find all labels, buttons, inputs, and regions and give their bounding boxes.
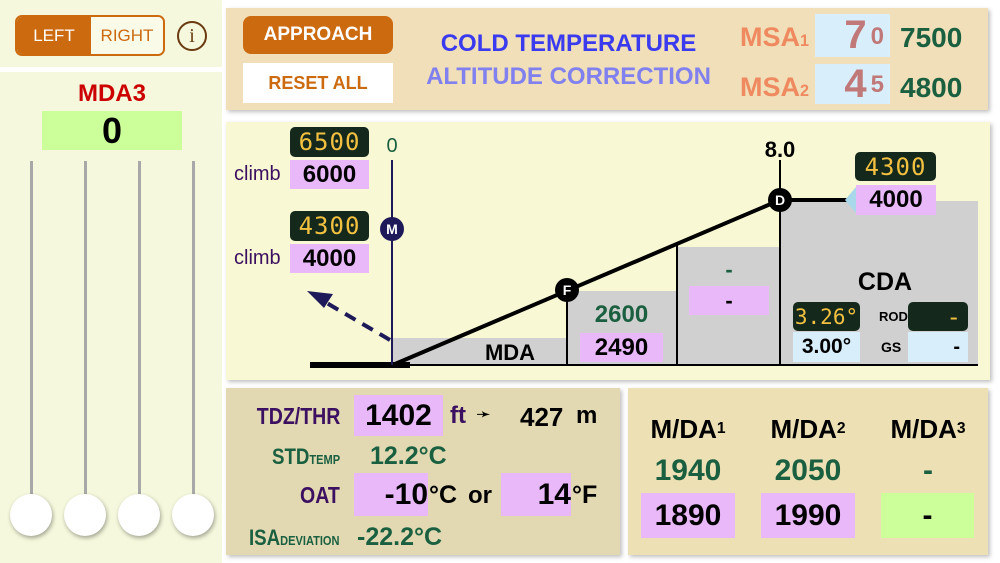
m-value: 427 [520,402,564,432]
msa1-value: 7500 [900,22,963,53]
mda1-corrected: 1940 [654,454,722,487]
ft-unit: ft [450,402,466,429]
deg-c-unit: °C [429,481,458,509]
tdz-label: TDZ/THR [256,403,340,429]
oat-label: OAT [300,482,340,508]
d-distance: 8.0 [764,137,796,162]
arrow-icon: ➛ [476,404,492,424]
rod-value: - [908,302,968,331]
msa2-label: MSA2 [740,72,810,102]
approach-button[interactable]: APPROACH [243,16,393,54]
mda2-input[interactable]: 1990 [761,493,855,538]
m-distance: 0 [386,134,398,157]
slider-knob[interactable] [172,494,214,536]
climb1-corrected: 6500 [290,127,369,157]
f-marker: F [555,278,579,302]
tdz-input[interactable]: 1402 [354,395,443,436]
mda3-input[interactable]: - [881,493,974,538]
seg-f-corrected: 2600 [594,301,649,328]
mda1-header: M/DA 1 [650,413,726,444]
fix-corrected: 4300 [855,152,936,181]
side-toggle: LEFT RIGHT [15,15,165,56]
side-panel: LEFT RIGHT i MDA3 0 [0,0,222,563]
mda3-header: M/DA 3 [890,413,966,444]
toggle-right[interactable]: RIGHT [91,17,163,54]
slider-track [192,161,195,496]
climb1-value[interactable]: 6000 [290,160,369,189]
std-label: STDTEMP [271,444,340,469]
climb2-label: climb [234,247,281,269]
climb1-label: climb [234,163,281,185]
climb2-value[interactable]: 4000 [290,244,369,273]
mda2-header: M/DA 2 [770,413,846,444]
oat-c-input[interactable]: -10 [354,473,428,516]
mda1-input[interactable]: 1890 [641,493,735,538]
m-marker: M [380,217,404,241]
mda-label: MDA [484,340,536,365]
slider-track [84,161,87,496]
title-line2: ALTITUDE CORRECTION [426,63,711,90]
slider-knob[interactable] [10,494,52,536]
gs-value[interactable]: - [908,332,968,362]
rod-label: ROD [879,309,908,324]
mda3-label: MDA3 [77,80,146,107]
mda3-value: 0 [42,110,182,151]
slider-knob[interactable] [64,494,106,536]
header-panel: APPROACH RESET ALL COLD TEMPERATURE ALTI… [226,8,988,110]
toggle-left[interactable]: LEFT [17,17,91,54]
msa2-value: 4800 [900,72,963,103]
title-line1: COLD TEMPERATURE [440,30,697,57]
divider [0,67,222,72]
info-icon[interactable]: i [177,21,207,51]
mda-panel: M/DA 1 M/DA 2 M/DA 3 1940 2050 - 1890 1990 … [628,388,988,555]
std-value: 12.2°C [370,442,447,470]
msa1-label: MSA1 [740,22,810,52]
cda-angle-corrected: 3.26° [793,302,860,331]
slider-knob[interactable] [118,494,160,536]
seg-mid-value[interactable]: - [689,286,769,315]
mda3-corrected: - [923,454,933,487]
deg-f-unit: °F [572,481,598,509]
seg-mid-corrected: - [725,257,733,282]
mda2-corrected: 2050 [774,454,842,487]
seg-f-value[interactable]: 2490 [580,333,663,362]
oat-f-input[interactable]: 14 [501,473,571,516]
reset-all-button[interactable]: RESET ALL [243,63,393,103]
isa-value: -22.2°C [357,523,443,551]
isa-label: ISADEVIATION [249,525,340,550]
gs-label: GS [881,339,902,355]
calc-panel: TDZ/THR 1402 ft ➛ 427 m STDTEMP 12.2°C O… [226,388,620,555]
m-unit: m [576,402,598,429]
slider-track [138,161,141,496]
or-label: or [468,482,492,509]
d-marker: D [768,188,792,212]
cda-angle[interactable]: 3.00° [793,332,860,362]
fix-value[interactable]: 4000 [856,185,936,215]
cda-label: CDA [857,267,913,296]
climb2-corrected: 4300 [290,211,369,241]
slider-track [30,161,33,496]
